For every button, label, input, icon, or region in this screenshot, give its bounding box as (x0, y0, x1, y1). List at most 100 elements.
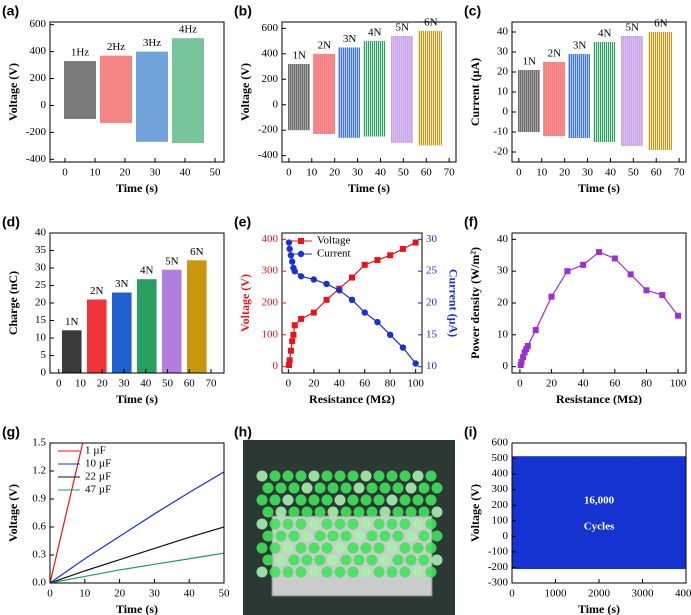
led (334, 542, 346, 554)
marker (361, 309, 368, 316)
y-axis-label: Voltage (V) (468, 484, 482, 542)
plot-area (512, 456, 686, 569)
led (262, 554, 274, 566)
marker (412, 360, 419, 367)
led (418, 530, 430, 542)
y-tick-label: 0.9 (32, 493, 46, 505)
led (386, 518, 398, 530)
marker (286, 245, 293, 253)
panel-label: (f) (464, 214, 478, 230)
marker (412, 239, 419, 246)
marker (611, 255, 618, 262)
legend-label: 22 µF (85, 471, 111, 483)
led (379, 482, 391, 494)
led (431, 482, 443, 494)
y-tick-label: 0 (503, 106, 509, 118)
led (431, 530, 443, 542)
led (321, 518, 333, 530)
led (269, 542, 281, 554)
x-tick-label: 60 (184, 378, 196, 390)
x-tick-label: 100 (670, 378, 687, 390)
x-tick-label: 50 (219, 588, 231, 600)
marker (310, 276, 318, 283)
bar (187, 260, 207, 373)
led (373, 566, 385, 578)
led (314, 506, 326, 518)
panel-label: (h) (234, 424, 252, 440)
led (282, 470, 294, 482)
x-tick-label: 0 (286, 378, 292, 390)
bar-label: 3N (115, 278, 129, 290)
led (386, 566, 398, 578)
led (379, 506, 391, 518)
led (386, 494, 398, 506)
led (373, 494, 385, 506)
x-tick-label: 10 (75, 378, 87, 390)
x-tick-label: 20 (559, 167, 571, 179)
led (334, 470, 346, 482)
led (360, 494, 372, 506)
marker (289, 338, 296, 345)
led (418, 554, 430, 566)
x-tick-label: 40 (334, 378, 346, 390)
marker (387, 252, 394, 259)
x-tick-label: 2000 (588, 588, 611, 600)
x-tick-label: 50 (162, 378, 174, 390)
led (275, 482, 287, 494)
y-tick-label: 300 (492, 483, 509, 495)
marker (659, 292, 666, 299)
y-axis-label: Voltage (V) (238, 63, 252, 121)
led (269, 566, 281, 578)
y-tick-label: 20 (497, 66, 509, 78)
led (282, 566, 294, 578)
y-tick-label: 20 (497, 297, 509, 309)
series-line (50, 552, 224, 583)
x-axis-label: Time (s) (578, 181, 620, 195)
bar (86, 299, 107, 373)
y-tick-label: -300 (488, 577, 509, 589)
x-tick-label: 40 (184, 588, 196, 600)
led (256, 566, 268, 578)
led (412, 470, 424, 482)
x-tick-label: 50 (398, 167, 410, 179)
y-tick-label: 1.2 (32, 465, 46, 477)
marker (627, 271, 634, 278)
x-tick-label: 80 (641, 378, 653, 390)
led (425, 518, 437, 530)
led (262, 482, 274, 494)
y-tick-label: 200 (492, 499, 509, 511)
bar (162, 269, 182, 373)
plot-area (64, 38, 204, 144)
x-tick-label: 4000 (675, 588, 691, 600)
led (379, 530, 391, 542)
led (418, 506, 430, 518)
led (366, 554, 378, 566)
series-label: 6N (424, 16, 438, 28)
led (373, 542, 385, 554)
marker (323, 280, 330, 288)
y-tick-label: 600 (262, 22, 279, 34)
led (373, 470, 385, 482)
bar (61, 330, 82, 373)
marker (374, 318, 381, 326)
series-label: 1N (522, 56, 536, 68)
series-line (520, 251, 679, 366)
led (295, 566, 307, 578)
led (360, 542, 372, 554)
photo (243, 440, 455, 615)
bar-label: 5N (165, 255, 179, 267)
y-tick-label: 0.0 (32, 577, 46, 589)
y-tick-label: 200 (30, 72, 47, 84)
y-tick-label: 400 (262, 233, 279, 245)
y-tick-label: -200 (258, 124, 279, 136)
y-tick-label: 400 (492, 468, 509, 480)
series-label: 1N (292, 50, 306, 62)
panel-label: (e) (234, 214, 251, 230)
marker (349, 274, 355, 281)
x-tick-label: 40 (578, 378, 590, 390)
led (308, 494, 320, 506)
panel-label: (b) (234, 3, 252, 19)
y-tick-label: 0.6 (32, 521, 46, 533)
led (308, 518, 320, 530)
